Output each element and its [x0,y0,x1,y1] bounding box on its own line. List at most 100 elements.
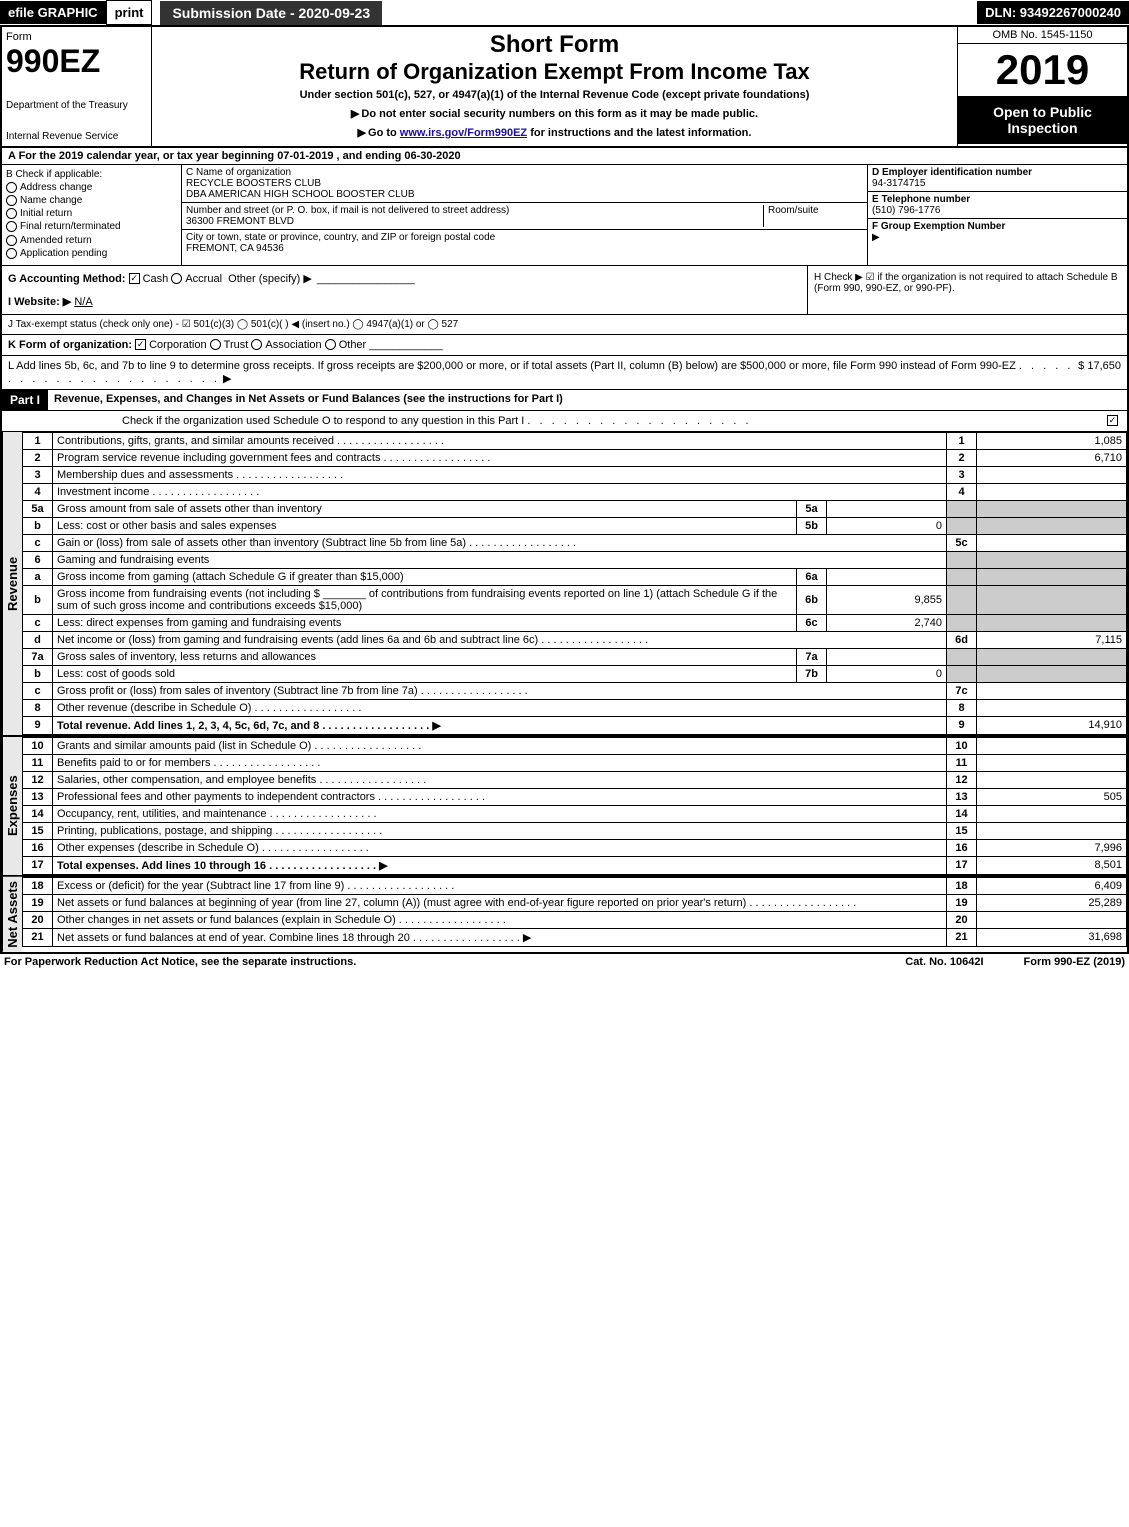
irs-link[interactable]: www.irs.gov/Form990EZ [400,127,527,139]
schedule-o-checkbox[interactable] [1107,415,1118,426]
line-number: 4 [23,483,53,500]
line-row: bGross income from fundraising events (n… [23,585,1127,614]
line-row: 5aGross amount from sale of assets other… [23,500,1127,517]
line-num-col: 2 [947,449,977,466]
line-desc: Grants and similar amounts paid (list in… [53,737,947,754]
line-number: 1 [23,432,53,449]
line-desc: Salaries, other compensation, and employ… [53,771,947,788]
grey-cell [947,585,977,614]
sub-line-number: 5b [797,517,827,534]
sub-line-number: 6a [797,568,827,585]
line-desc: Total revenue. Add lines 1, 2, 3, 4, 5c,… [53,716,947,734]
print-button[interactable]: print [106,0,153,25]
name-change-radio[interactable] [6,195,17,206]
line-row: cGross profit or (loss) from sales of in… [23,682,1127,699]
trust-label: Trust [224,339,249,351]
assoc-radio[interactable] [251,339,262,350]
line-desc: Gross profit or (loss) from sales of inv… [53,682,947,699]
line-row: 16Other expenses (describe in Schedule O… [23,839,1127,856]
final-return-radio[interactable] [6,221,17,232]
form-id-block: Form 990EZ Department of the Treasury In… [2,27,152,146]
form-subtitle-2: Do not enter social security numbers on … [361,108,758,120]
row-l-text: L Add lines 5b, 6c, and 7b to line 9 to … [8,360,1078,385]
line-value [977,911,1127,928]
cash-checkbox[interactable] [129,273,140,284]
line-num-col: 5c [947,534,977,551]
sub-line-number: 5a [797,500,827,517]
line-value: 8,501 [977,856,1127,874]
other-radio[interactable] [325,339,336,350]
application-pending-radio[interactable] [6,248,17,259]
line-row: bLess: cost of goods sold7b0 [23,665,1127,682]
trust-radio[interactable] [210,339,221,350]
arrow-icon [872,232,882,243]
line-value: 14,910 [977,716,1127,734]
line-number: 8 [23,699,53,716]
line-row: 10Grants and similar amounts paid (list … [23,737,1127,754]
line-row: bLess: cost or other basis and sales exp… [23,517,1127,534]
omb-number: OMB No. 1545-1150 [958,27,1127,44]
accrual-radio[interactable] [171,273,182,284]
line-desc: Net assets or fund balances at end of ye… [53,928,947,946]
addr-value: 36300 FREMONT BLVD [186,216,763,227]
line-number: c [23,682,53,699]
netassets-section-label: Net Assets [2,877,22,952]
line-desc: Contributions, gifts, grants, and simila… [53,432,947,449]
line-number: 10 [23,737,53,754]
line-desc: Gross income from fundraising events (no… [53,585,797,614]
form-label: Form [6,31,147,43]
line-number: c [23,534,53,551]
line-desc: Excess or (deficit) for the year (Subtra… [53,877,947,894]
line-row: 20Other changes in net assets or fund ba… [23,911,1127,928]
address-change-radio[interactable] [6,182,17,193]
line-value: 7,115 [977,631,1127,648]
initial-return-radio[interactable] [6,208,17,219]
ein-label: D Employer identification number [872,167,1123,178]
line-desc: Professional fees and other payments to … [53,788,947,805]
amended-return-radio[interactable] [6,235,17,246]
line-value: 6,710 [977,449,1127,466]
sub-line-number: 6c [797,614,827,631]
line-desc: Net assets or fund balances at beginning… [53,894,947,911]
line-row: 6Gaming and fundraising events [23,551,1127,568]
col-b-checkboxes: B Check if applicable: Address change Na… [2,165,182,265]
line-value [977,822,1127,839]
line-value: 25,289 [977,894,1127,911]
line-desc: Membership dues and assessments . . . . … [53,466,947,483]
line-value [977,771,1127,788]
line-row: 12Salaries, other compensation, and empl… [23,771,1127,788]
line-value: 6,409 [977,877,1127,894]
line-number: d [23,631,53,648]
line-num-col: 4 [947,483,977,500]
open-public-label: Open to Public Inspection [958,96,1127,144]
line-num-col: 15 [947,822,977,839]
revenue-table: 1Contributions, gifts, grants, and simil… [22,432,1127,735]
line-num-col: 11 [947,754,977,771]
grey-cell [947,665,977,682]
line-desc: Occupancy, rent, utilities, and maintena… [53,805,947,822]
line-number: 15 [23,822,53,839]
line-value [977,805,1127,822]
grey-cell [977,614,1127,631]
row-h-schedule-b: H Check ▶ ☑ if the organization is not r… [807,266,1127,314]
line-row: 9Total revenue. Add lines 1, 2, 3, 4, 5c… [23,716,1127,734]
row-j-tax-status: J Tax-exempt status (check only one) - ☑… [2,315,1127,335]
line-desc: Total expenses. Add lines 10 through 16 … [53,856,947,874]
goto-prefix: Go to [368,127,400,139]
line-row: 2Program service revenue including gover… [23,449,1127,466]
line-number: 21 [23,928,53,946]
netassets-table: 18Excess or (deficit) for the year (Subt… [22,877,1127,947]
line-number: 11 [23,754,53,771]
arrow-icon [358,127,368,139]
line-desc: Program service revenue including govern… [53,449,947,466]
opt-application-pending: Application pending [20,248,107,259]
line-number: 18 [23,877,53,894]
submission-date: Submission Date - 2020-09-23 [160,1,382,25]
corp-checkbox[interactable] [135,339,146,350]
city-value: FREMONT, CA 94536 [186,243,863,254]
line-row: 21Net assets or fund balances at end of … [23,928,1127,946]
form-subtitle-1: Under section 501(c), 527, or 4947(a)(1)… [156,89,953,101]
line-value: 7,996 [977,839,1127,856]
revenue-section-label: Revenue [2,432,22,735]
tax-year: 2019 [958,44,1127,96]
